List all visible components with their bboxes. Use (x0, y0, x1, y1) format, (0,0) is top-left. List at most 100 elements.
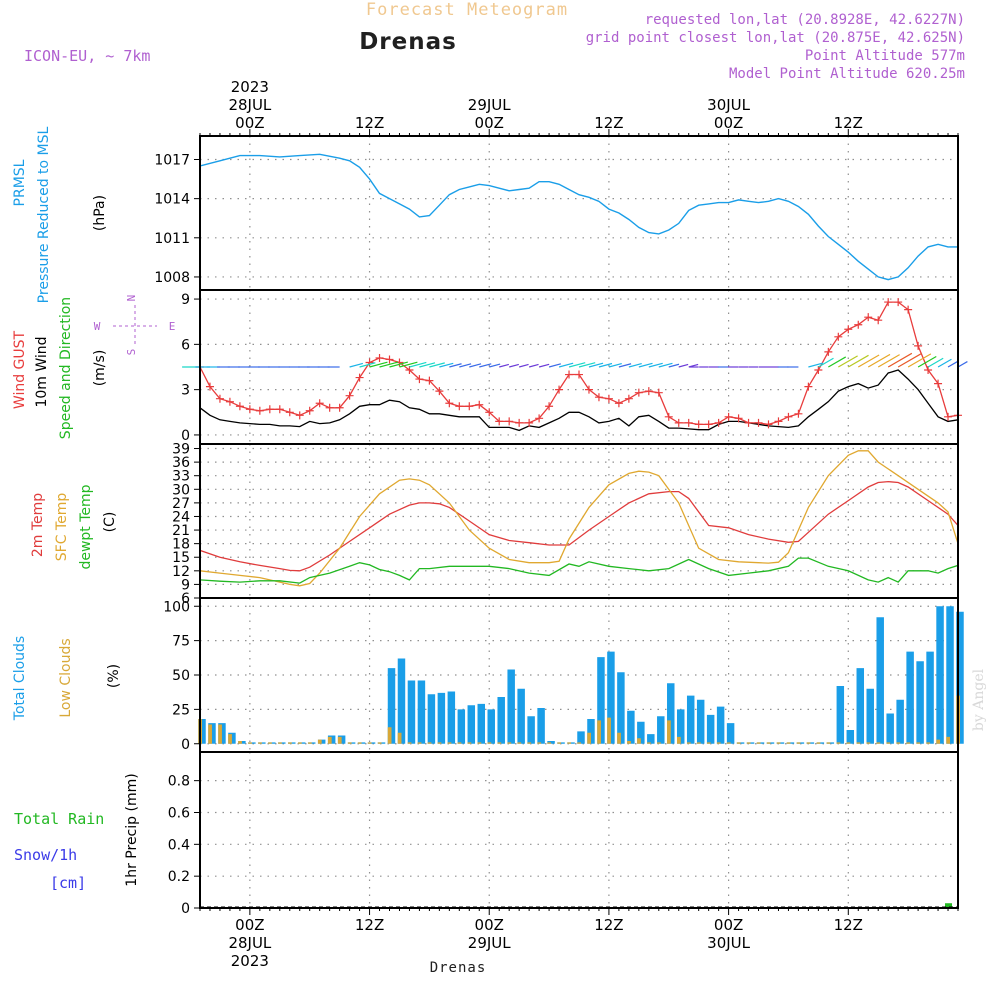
gust-marker (425, 376, 434, 385)
gust-marker (774, 417, 783, 426)
low-cloud-bar (317, 739, 322, 744)
total-cloud-bar (607, 651, 615, 744)
total-cloud-bar (696, 699, 705, 744)
temp-2m-line (200, 480, 958, 572)
wind-arrow (818, 357, 834, 368)
low-cloud-bar (597, 720, 601, 744)
total-cloud-bar (397, 658, 406, 744)
low-cloud-bar (288, 742, 292, 744)
total-cloud-bar (846, 730, 855, 744)
gust-marker (465, 402, 474, 411)
total-cloud-bar (537, 708, 545, 744)
low-cloud-bar (417, 742, 422, 744)
gust-marker (874, 316, 883, 325)
gust-marker (475, 400, 484, 409)
low-cloud-bar (856, 742, 861, 744)
low-cloud-bar (926, 742, 931, 744)
y-tick-label: 1014 (154, 192, 190, 208)
series-layer (182, 153, 968, 908)
total-cloud-bar (726, 723, 735, 744)
wind-dir-label: Speed and Direction (58, 297, 74, 439)
gust-marker (235, 402, 244, 411)
low-cloud-bar (896, 742, 901, 744)
total-cloud-bar (387, 668, 396, 744)
total-cloud-bar (437, 692, 446, 744)
gust-marker (295, 411, 304, 420)
total-cloud-bar (447, 691, 456, 744)
wind-arrow (558, 362, 574, 368)
y-tick-label: 25 (172, 702, 190, 718)
gust-marker (724, 412, 733, 421)
gust-marker (255, 406, 264, 415)
low-cloud-bar (756, 742, 761, 744)
sfc-temp-label: SFC Temp (54, 493, 70, 562)
gust-marker (525, 418, 534, 427)
wind-arrow (808, 362, 824, 368)
temp-sfc-line (200, 450, 958, 587)
total-cloud-bar (906, 651, 914, 744)
gust-marker (315, 399, 324, 408)
low-cloud-bar (647, 742, 651, 744)
gust-marker (934, 379, 943, 388)
bottom-hour-label: 00Z (475, 916, 504, 934)
y-tick-label: 15 (172, 550, 190, 566)
low-cloud-bar (397, 732, 402, 744)
total-cloud-bar (926, 651, 934, 744)
gust-marker (884, 298, 893, 307)
low-clouds-label: Low Clouds (58, 638, 74, 717)
low-cloud-bar (487, 742, 492, 744)
gust-marker (664, 412, 673, 421)
total-cloud-bar (657, 716, 665, 744)
gust-marker (445, 399, 454, 408)
gust-marker (335, 403, 344, 412)
total-cloud-bar (407, 680, 416, 744)
low-cloud-bar (527, 742, 532, 744)
point-altitude: Point Altitude 577m (805, 48, 965, 64)
low-cloud-bar (268, 742, 272, 744)
bottom-hour-label: 12Z (355, 916, 384, 934)
total-cloud-bar (597, 657, 605, 744)
gust-marker (784, 412, 793, 421)
low-cloud-bar (776, 742, 781, 744)
gust-marker (285, 408, 294, 417)
gust-marker (485, 408, 494, 417)
total-cloud-bar (517, 688, 525, 744)
wind-arrow (867, 353, 891, 368)
wind-arrow (828, 356, 847, 368)
low-cloud-bar (427, 742, 432, 744)
wind-arrow (897, 352, 923, 368)
low-cloud-bar (906, 742, 911, 744)
gust-marker (764, 420, 773, 429)
wind-arrow (608, 362, 622, 368)
gust-marker (654, 388, 663, 397)
top-date-label: 28JUL (228, 96, 271, 114)
gust-marker (614, 399, 623, 408)
total-cloud-bar (667, 683, 675, 744)
total-cloud-bar (617, 672, 625, 744)
low-cloud-bar (617, 732, 621, 744)
total-cloud-bar (208, 723, 216, 744)
y-tick-label: 24 (172, 509, 190, 525)
total-cloud-bar (467, 705, 476, 744)
top-hour-label: 00Z (475, 114, 504, 132)
gust-marker (575, 370, 583, 379)
gust-marker (904, 305, 913, 314)
gust-marker (744, 418, 753, 427)
wind-arrow (369, 361, 388, 368)
rain-bar (945, 903, 953, 908)
gust-marker (794, 409, 803, 418)
y-tick-label: 50 (172, 668, 190, 684)
low-cloud-bar (238, 741, 242, 744)
bottom-hour-label: 12Z (834, 916, 863, 934)
gust-marker (584, 385, 593, 394)
low-cloud-bar (577, 742, 581, 744)
precip-panel-frame (199, 751, 959, 909)
low-cloud-bar (826, 742, 831, 744)
wind-10m-line (199, 369, 959, 432)
top-hour-label: 12Z (594, 114, 623, 132)
location-title: Drenas (359, 29, 457, 55)
prmsl-line (200, 153, 958, 281)
wind-arrow (578, 362, 596, 368)
grid-lines (200, 136, 958, 909)
y-tick-label: 30 (172, 482, 190, 498)
